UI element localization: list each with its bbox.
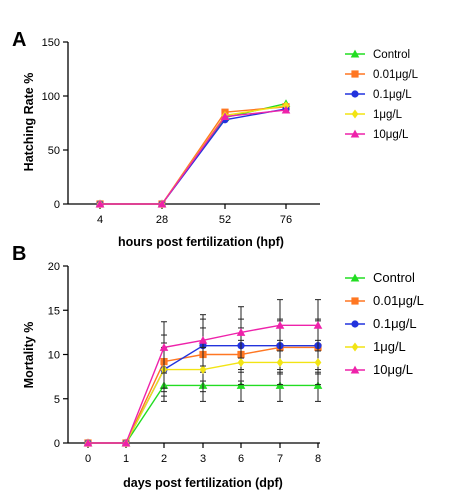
panel-a-y-tick-label: 50 [48,145,60,157]
panel-a-series [95,99,291,209]
panel-b-x-tick-label: 3 [200,453,206,465]
panel-a-legend-marker [351,70,359,78]
panel-a-series-line [100,105,287,205]
panel-a-letter: A [12,29,26,51]
panel-a-series-line [100,102,287,205]
panel-b-legend-item: 0.01μg/L [345,293,424,308]
panel-b-data-point [121,438,131,447]
panel-a-legend-label: 10μg/L [373,129,409,141]
panel-b-data-point [275,320,285,329]
panel-a-x-tick-label: 76 [280,214,292,226]
panel-a-y-tick-label: 0 [54,199,60,211]
panel-b-legend-label: Control [373,270,415,285]
panel-b-legend-item: Control [345,270,415,285]
panel-a-legend-marker [351,109,359,119]
panel-a-series-line [100,106,287,205]
panel-a-series-3 [96,101,290,209]
panel-b: B Mortality % days post fertilization (d… [12,243,424,490]
panel-a-series-4 [95,105,291,208]
panel-b-x-tick-label: 2 [161,453,167,465]
panel-a-legend-marker [350,129,360,138]
panel-b-legend-item: 10μg/L [345,362,413,377]
panel-b-data-point [236,328,246,336]
panel-b-series-4 [83,299,323,447]
panel-a-legend-item: 0.1μg/L [345,89,412,101]
panel-a-legend-item: 0.01μg/L [345,69,419,81]
panel-a-series-0 [95,99,291,208]
panel-b-x-tick-label: 6 [238,453,244,465]
panel-b-letter: B [12,243,26,265]
panel-a-x-tick-label: 28 [156,214,168,226]
panel-b-x-tick-label: 7 [277,453,283,465]
panel-a-x-axis-title: hours post fertilization (hpf) [118,235,284,249]
panel-a-series-1 [96,103,290,208]
panel-a-legend: Control 0.01μg/L 0.1μg/L 1μg/L 10μg/L [345,49,419,141]
panel-b-data-point [159,343,169,351]
panel-a-legend-label: Control [373,49,410,61]
panel-b-y-tick-label: 20 [48,261,60,273]
panel-b-legend-marker [350,365,360,374]
panel-a-series-line [100,108,287,205]
panel-b-series [83,299,323,448]
panel-b-legend: Control 0.01μg/L 0.1μg/L 1μg/L 10μg/L [345,270,424,377]
panel-b-legend-label: 10μg/L [373,362,413,377]
panel-b-y-tick-label: 5 [54,394,60,406]
panel-a-data-point [157,199,167,208]
panel-b-legend-label: 0.1μg/L [373,316,417,331]
panel-a-y-tick-label: 100 [42,91,60,103]
panel-b-legend-marker [351,297,359,305]
panel-b-data-point [83,438,93,447]
panel-b-legend-marker [350,273,360,282]
panel-a-y-axis-title: Hatching Rate % [22,73,36,172]
panel-a-y-tick-label: 150 [42,37,60,49]
panel-b-x-axis-title: days post fertilization (dpf) [123,476,283,490]
panel-a-data-point [281,105,291,114]
panel-a-legend-item: 1μg/L [345,109,403,121]
panel-b-data-point [276,357,284,367]
panel-b-y-tick-label: 10 [48,350,60,362]
panel-b-x-tick-label: 8 [315,453,321,465]
panel-b-data-point [314,357,322,367]
panel-a-legend-marker [350,49,360,58]
panel-b-x-tick-label: 0 [85,453,91,465]
panel-b-legend-label: 1μg/L [373,339,406,354]
panel-a-legend-label: 0.1μg/L [373,89,412,101]
panel-a-legend-item: 10μg/L [345,129,409,141]
panel-a-legend-label: 1μg/L [373,109,403,121]
panel-b-legend-item: 0.1μg/L [345,316,417,331]
panel-a-legend-label: 0.01μg/L [373,69,419,81]
panel-a-legend-marker [351,90,359,98]
panel-b-legend-marker [351,342,359,352]
panel-a: A Hatching Rate % hours post fertilizati… [12,29,419,249]
panel-b-data-point [198,336,208,344]
panel-b-data-point [313,320,323,329]
panel-b-legend-marker [351,320,359,328]
panel-b-y-tick-label: 15 [48,305,60,317]
panel-a-data-point [95,199,105,208]
panel-a-legend-item: Control [345,49,410,61]
panel-b-data-point [199,365,207,375]
panel-b-legend-label: 0.01μg/L [373,293,424,308]
panel-a-data-point [220,112,230,120]
panel-a-axes: 0 50 100 150 4 28 52 76 [42,37,320,226]
panel-b-data-point [237,357,245,367]
panel-a-x-tick-label: 4 [97,214,103,226]
panel-b-legend-item: 1μg/L [345,339,406,354]
panel-b-x-tick-label: 1 [123,453,129,465]
panel-b-y-axis-title: Mortality % [22,322,36,389]
panel-a-series-2 [96,105,290,208]
panel-a-series-line [100,109,287,205]
panel-a-x-tick-label: 52 [219,214,231,226]
panel-b-y-tick-label: 0 [54,438,60,450]
